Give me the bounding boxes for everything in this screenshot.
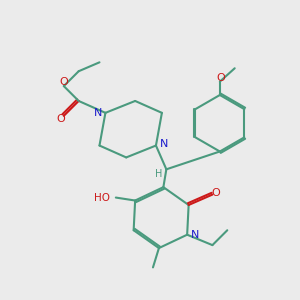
Text: O: O (56, 114, 65, 124)
Text: O: O (59, 76, 68, 87)
Text: N: N (191, 230, 199, 240)
Text: N: N (94, 108, 102, 118)
Text: H: H (155, 169, 163, 179)
Text: O: O (216, 73, 225, 83)
Text: O: O (212, 188, 220, 198)
Text: HO: HO (94, 193, 110, 202)
Text: N: N (160, 139, 168, 149)
